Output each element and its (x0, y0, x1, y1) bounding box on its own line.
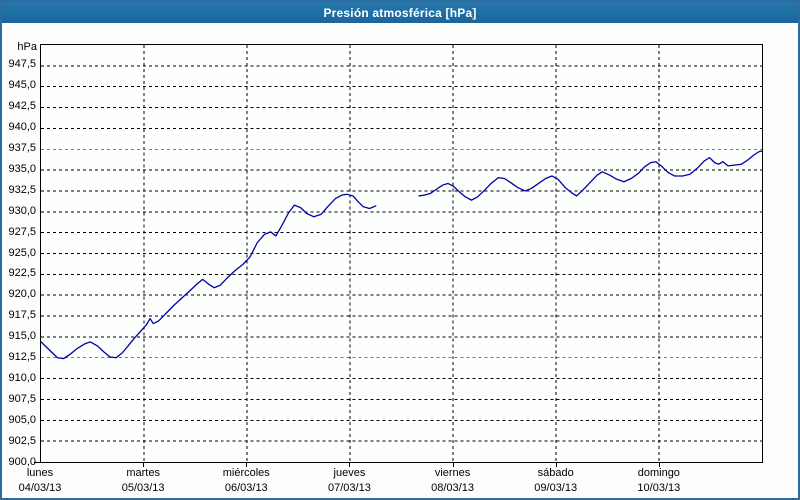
y-tick-label: 942,5 (8, 100, 36, 113)
x-day-label: domingo 10/03/13 (604, 466, 714, 496)
x-day-label: martes 05/03/13 (88, 466, 198, 496)
y-tick-label: 925,0 (8, 246, 36, 259)
day-name: jueves (333, 467, 366, 479)
day-name: lunes (26, 467, 54, 479)
pressure-series-line (418, 150, 762, 201)
y-tick-label: 947,5 (8, 58, 36, 71)
chart-title: Presión atmosférica [hPa] (323, 5, 477, 20)
y-tick-label: 915,0 (8, 330, 36, 343)
y-tick-label: 940,0 (8, 121, 36, 134)
pressure-series-line (41, 193, 377, 360)
day-name: domingo (637, 467, 680, 479)
y-tick-label: 900,0 (8, 455, 36, 468)
y-tick-label: 932,5 (8, 183, 36, 196)
day-name: sábado (537, 467, 574, 479)
day-date: 08/03/13 (431, 482, 474, 494)
y-tick-label: 905,0 (8, 413, 36, 426)
day-name: miércoles (222, 467, 270, 479)
x-day-label: miércoles 06/03/13 (191, 466, 301, 496)
title-bar: Presión atmosférica [hPa] (2, 2, 798, 23)
y-tick-label: 945,0 (8, 79, 36, 92)
x-day-label: jueves 07/03/13 (294, 466, 404, 496)
y-tick-label: 922,5 (8, 267, 36, 280)
y-tick-label: 912,5 (8, 351, 36, 363)
day-date: 07/03/13 (328, 482, 371, 494)
x-axis-tick (453, 463, 454, 467)
day-name: viernes (434, 467, 471, 479)
x-axis-tick (349, 463, 350, 467)
y-tick-label: 902,5 (8, 434, 36, 447)
x-axis-tick (246, 463, 247, 467)
y-tick-label: 910,0 (8, 371, 36, 384)
day-date: 09/03/13 (534, 482, 578, 494)
day-date: 06/03/13 (224, 482, 268, 494)
y-tick-label: 935,0 (8, 162, 36, 175)
x-day-label: lunes 04/03/13 (2, 466, 95, 496)
day-name: martes (126, 467, 160, 479)
day-date: 10/03/13 (637, 482, 681, 494)
x-day-label: sábado 09/03/13 (501, 466, 611, 496)
day-date: 04/03/13 (18, 482, 62, 494)
x-axis-tick (556, 463, 557, 467)
y-tick-label: 907,5 (8, 392, 36, 405)
x-day-label: viernes 08/03/13 (398, 466, 508, 496)
y-tick-label: 920,0 (8, 288, 36, 301)
gridlines (41, 45, 762, 462)
plot-area (40, 44, 763, 463)
y-tick-label: 917,5 (8, 309, 36, 322)
y-tick-label: 930,0 (8, 204, 36, 217)
y-tick-label: 927,5 (8, 225, 36, 238)
x-axis-tick (143, 463, 144, 467)
day-date: 05/03/13 (121, 482, 165, 494)
pressure-line-chart (41, 45, 762, 462)
x-axis-tick (659, 463, 660, 467)
y-axis-unit-label: hPa (17, 41, 37, 53)
y-tick-label: 937,5 (8, 142, 36, 154)
y-axis-900-tick (34, 462, 41, 463)
